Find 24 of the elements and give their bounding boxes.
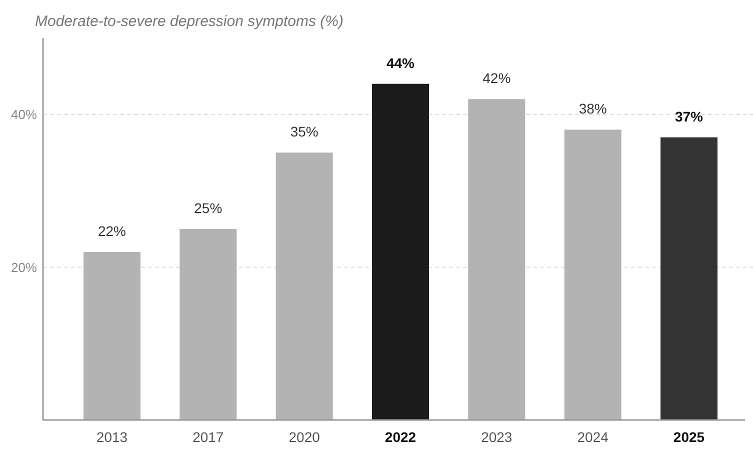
bar xyxy=(276,152,333,420)
bar xyxy=(468,99,526,420)
x-tick-label: 2024 xyxy=(577,429,609,445)
bar xyxy=(564,130,622,420)
x-tick-label: 2022 xyxy=(384,429,416,445)
data-label: 37% xyxy=(674,108,704,124)
y-tick-label: 40% xyxy=(10,106,38,122)
data-label: 42% xyxy=(482,70,511,86)
bar xyxy=(84,252,140,420)
x-tick-label: 2020 xyxy=(288,429,320,445)
bar xyxy=(180,229,237,420)
bar xyxy=(660,137,718,420)
x-tick-label: 2025 xyxy=(673,429,705,445)
x-tick-label: 2013 xyxy=(96,429,128,445)
data-label: 25% xyxy=(194,200,222,216)
data-label: 22% xyxy=(98,222,126,239)
data-label: 44% xyxy=(386,54,416,71)
x-tick-label: 2023 xyxy=(481,429,512,445)
y-tick-label: 20% xyxy=(10,260,38,275)
bar xyxy=(372,84,429,420)
data-label: 38% xyxy=(578,100,607,117)
x-tick-label: 2017 xyxy=(192,429,224,445)
data-label: 35% xyxy=(290,124,318,140)
chart-title: Moderate-to-severe depression symptoms (%) xyxy=(35,13,344,30)
